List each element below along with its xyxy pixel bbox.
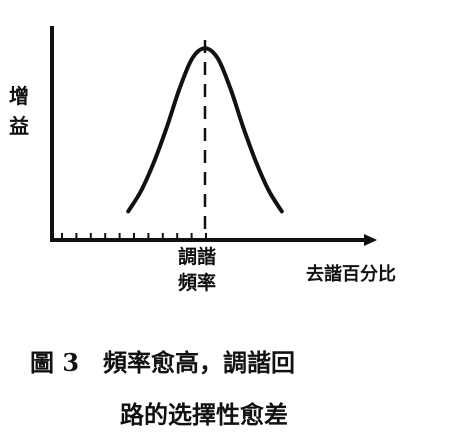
- caption: 圖 3 頻率愈高，調諧回 路的选擇性愈差: [30, 348, 295, 429]
- center-frequency-label-line-2: 頻率: [178, 271, 216, 294]
- caption-line-1: 圖 3 頻率愈高，調諧回: [30, 348, 295, 377]
- center-frequency-label-line-1: 調諧: [178, 245, 216, 268]
- y-axis-label-char-1: 增: [9, 84, 29, 108]
- x-axis-arrowhead: [364, 234, 377, 246]
- x-axis-label: 去諧百分比: [306, 263, 396, 285]
- caption-line-2: 路的选擇性愈差: [120, 400, 288, 429]
- gain-curve: [126, 46, 284, 214]
- plot-area: 增 益 調諧 頻率 去諧百分比: [9, 26, 396, 294]
- y-axis-label-char-2: 益: [9, 114, 29, 138]
